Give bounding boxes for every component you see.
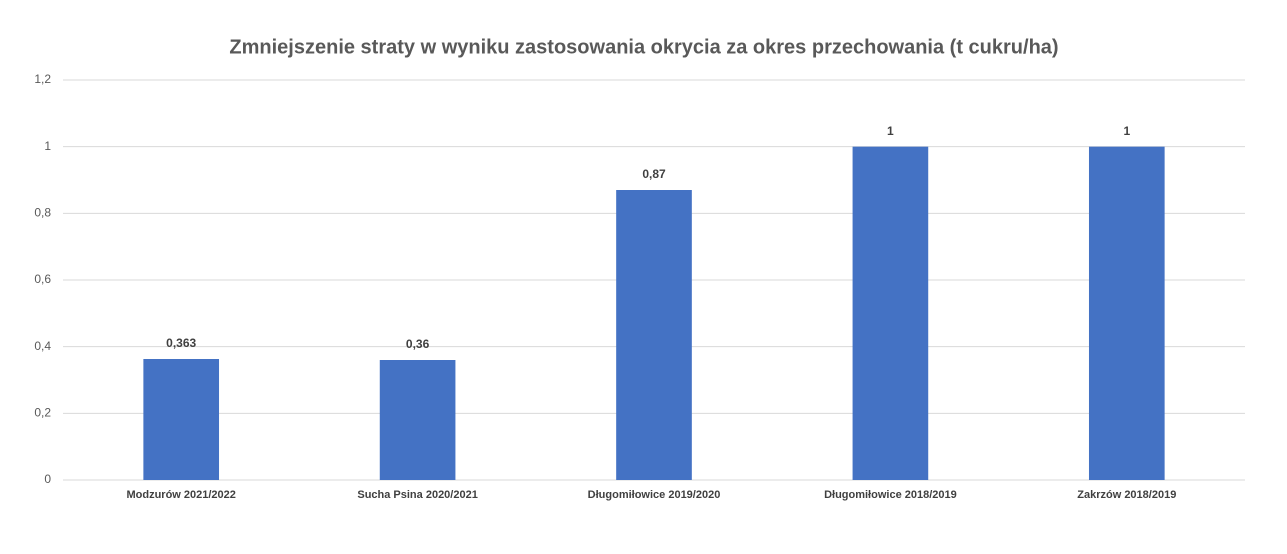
y-tick-label: 0 bbox=[44, 472, 51, 486]
data-label: 0,363 bbox=[166, 336, 196, 350]
x-tick-label: Długomiłowice 2018/2019 bbox=[824, 489, 957, 501]
x-tick-label: Zakrzów 2018/2019 bbox=[1077, 489, 1176, 501]
data-label: 0,87 bbox=[642, 167, 666, 181]
chart-title: Zmniejszenie straty w wyniku zastosowani… bbox=[229, 36, 1058, 58]
bar bbox=[616, 190, 692, 480]
bar bbox=[852, 146, 929, 480]
bar bbox=[379, 360, 456, 480]
data-label: 1 bbox=[1123, 124, 1130, 138]
data-label: 1 bbox=[887, 124, 894, 138]
y-tick-label: 0,8 bbox=[34, 206, 51, 220]
y-tick-label: 1 bbox=[44, 139, 51, 153]
y-tick-label: 0,2 bbox=[34, 406, 51, 420]
data-label: 0,36 bbox=[406, 337, 430, 351]
bar bbox=[1088, 146, 1165, 480]
y-tick-label: 0,4 bbox=[34, 339, 51, 353]
y-tick-label: 1,2 bbox=[34, 72, 51, 86]
bar bbox=[143, 359, 220, 480]
x-tick-label: Długomiłowice 2019/2020 bbox=[588, 489, 721, 501]
x-tick-label: Sucha Psina 2020/2021 bbox=[357, 489, 477, 501]
y-tick-label: 0,6 bbox=[34, 272, 51, 286]
x-tick-label: Modzurów 2021/2022 bbox=[126, 489, 235, 501]
